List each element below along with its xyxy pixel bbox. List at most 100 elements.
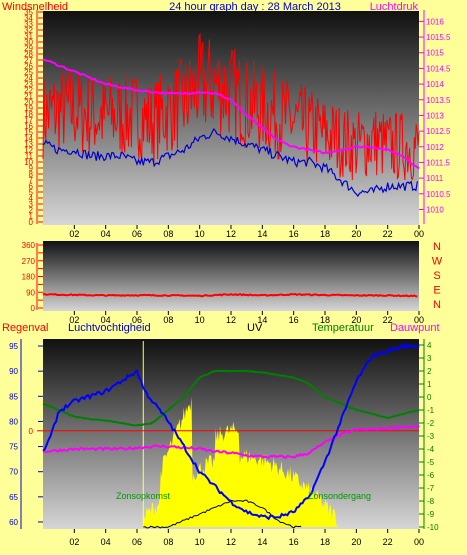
temperature-ytick-label: 1 [427,380,432,389]
wind-ytick-label: 5 [29,188,34,197]
wind-ytick-label: 8 [29,170,34,179]
wind-ytick-label: 19 [24,104,33,113]
climate-xtick-label: 02 [69,537,79,547]
wind-ytick-label: 14 [24,134,33,143]
wind-ytick-label: 30 [24,38,33,47]
humidity-ytick-label: 90 [9,367,18,376]
compass-n-label: N [433,241,441,253]
compass-e-label: E [433,285,440,297]
wind-ytick-label: 21 [24,92,33,101]
wind-xtick-label: 06 [132,229,142,239]
climate-xtick-label: 08 [163,537,173,547]
wind-ytick-label: 10 [24,158,33,167]
direction-xtick-label: 20 [351,315,361,325]
direction-ytick-label: 90 [26,288,35,297]
direction-ytick-label: 360 [22,241,36,250]
wind-ytick-label: 22 [24,86,33,95]
wind-xtick-label: 10 [195,229,205,239]
humidity-line [42,342,420,521]
pressure-ytick-label: 1016 [426,17,444,26]
humidity-ytick-label: 95 [9,342,18,351]
pressure-ytick-label: 1015.5 [426,33,451,42]
compass-n-label: N [433,299,441,311]
uv-line [143,499,302,529]
pressure-ytick-label: 1012 [426,143,444,152]
wind-ytick-label: 12 [24,146,33,155]
pressure-ytick-label: 1011 [426,174,444,183]
wind-ytick-label: 17 [24,116,33,125]
wind-ytick-label: 4 [29,194,34,203]
dewpoint-line [42,424,420,459]
wind-ytick-label: 28 [24,50,33,59]
temperature-ytick-label: -7 [427,484,435,493]
direction-ytick-label: 270 [22,257,36,266]
legend-temperature: Temperatuur [312,322,374,334]
wind-ytick-label: 13 [24,140,33,149]
wind-direction-line [42,292,418,298]
temperature-ytick-label: -5 [427,458,435,467]
wind-ytick-label: 16 [24,122,33,131]
climate-xtick-label: 18 [320,537,330,547]
pressure-ytick-label: 1014 [426,80,444,89]
wind-ytick-label: 6 [29,182,34,191]
direction-ytick-label: 0 [31,304,36,313]
wind-ytick-label: 26 [24,62,33,71]
humidity-ytick-label: 75 [9,443,18,452]
wind-ytick-label: 2 [29,206,34,215]
wind-ytick-label: 31 [24,32,33,41]
wind-xtick-label: 20 [351,229,361,239]
direction-xtick-label: 06 [132,315,142,325]
direction-xtick-label: 00 [414,315,424,325]
wind-ytick-label: 24 [24,74,33,83]
climate-xtick-label: 06 [132,537,142,547]
right-axis-title: Luchtdruk [370,1,419,13]
temperature-ytick-label: -2 [427,419,435,428]
climate-xtick-label: 04 [101,537,111,547]
climate-xtick-label: 10 [195,537,205,547]
legend-rain: Regenval [2,322,48,334]
climate-xtick-label: 12 [226,537,236,547]
compass-s-label: S [433,270,440,282]
wind-ytick-label: 32 [24,26,33,35]
climate-xtick-label: 20 [351,537,361,547]
wind-speed-line [42,32,420,181]
temperature-line [42,369,420,427]
pressure-ytick-label: 1013 [426,111,444,120]
wind-ytick-label: 15 [24,128,33,137]
wind-ytick-label: 23 [24,80,33,89]
solar-radiation-area [143,396,338,527]
pressure-line [42,58,420,170]
temperature-ytick-label: -1 [427,406,435,415]
temperature-ytick-label: 3 [427,354,432,363]
pressure-ytick-label: 1010 [426,205,444,214]
wind-xtick-label: 18 [320,229,330,239]
temperature-ytick-label: 4 [427,341,432,350]
wind-xtick-label: 12 [226,229,236,239]
pressure-ytick-label: 1012.5 [426,127,451,136]
wind-low-line [42,127,418,198]
direction-xtick-label: 12 [226,315,236,325]
direction-panel [43,241,419,311]
wind-ytick-label: 3 [29,200,34,209]
temperature-ytick-label: 0 [427,393,432,402]
legend-humidity: Luchtvochtigheid [68,322,151,334]
humidity-ytick-label: 60 [9,518,18,527]
climate-xtick-label: 00 [414,537,424,547]
wind-ytick-label: 33 [24,20,33,29]
wind-ytick-label: 29 [24,44,33,53]
direction-xtick-label: 16 [289,315,299,325]
humidity-ytick-label: 65 [9,493,18,502]
wind-ytick-label: 20 [24,98,33,107]
humidity-ytick-label: 70 [9,468,18,477]
pressure-ytick-label: 1011.5 [426,158,450,167]
temperature-ytick-label: -9 [427,510,435,519]
direction-xtick-label: 18 [320,315,330,325]
temperature-ytick-label: 2 [427,367,432,376]
wind-ytick-label: 35 [24,8,33,17]
pressure-ytick-label: 1014.5 [426,64,451,73]
pressure-ytick-label: 1010.5 [426,190,451,199]
sunrise-label: Zonsopkomst [116,491,171,501]
humidity-ytick-label: 80 [9,417,18,426]
direction-ytick-label: 180 [22,273,36,282]
